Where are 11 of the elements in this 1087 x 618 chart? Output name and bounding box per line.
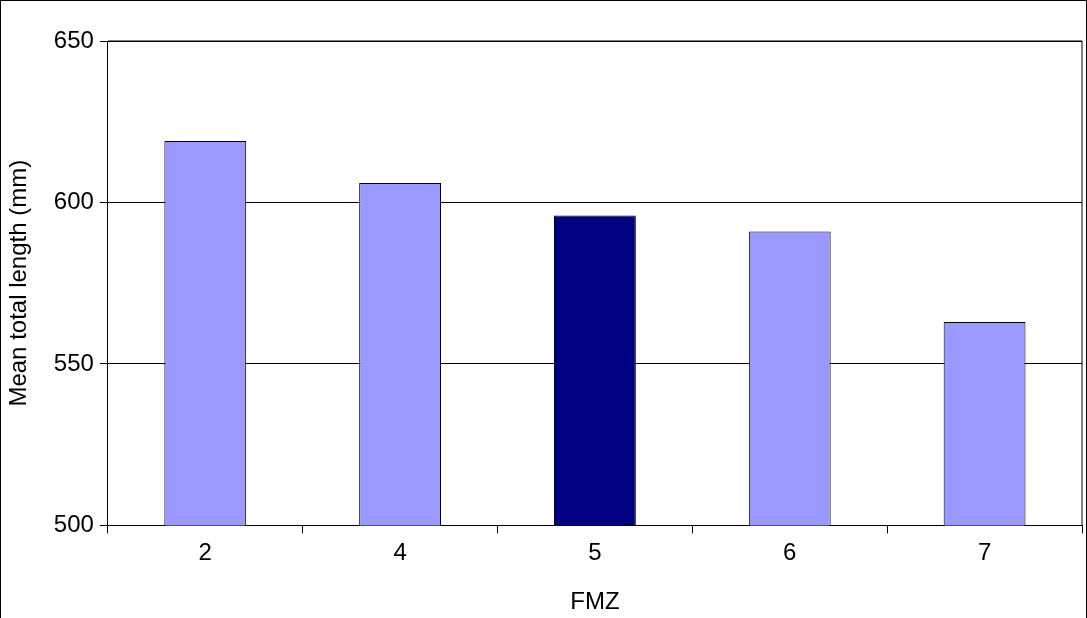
x-tick-label: 6 xyxy=(783,538,797,566)
x-tick-label: 4 xyxy=(393,538,407,566)
y-tick-label: 600 xyxy=(53,187,94,215)
y-tick-label: 500 xyxy=(53,510,94,538)
y-axis-title: Mean total length (mm) xyxy=(4,159,32,407)
x-axis-title: FMZ xyxy=(570,587,620,615)
x-tick-label: 2 xyxy=(198,538,212,566)
y-tick-label: 550 xyxy=(53,348,94,376)
y-tick-label: 650 xyxy=(53,25,94,53)
x-tick-label: 5 xyxy=(588,538,602,566)
x-tick-label: 7 xyxy=(977,538,992,566)
